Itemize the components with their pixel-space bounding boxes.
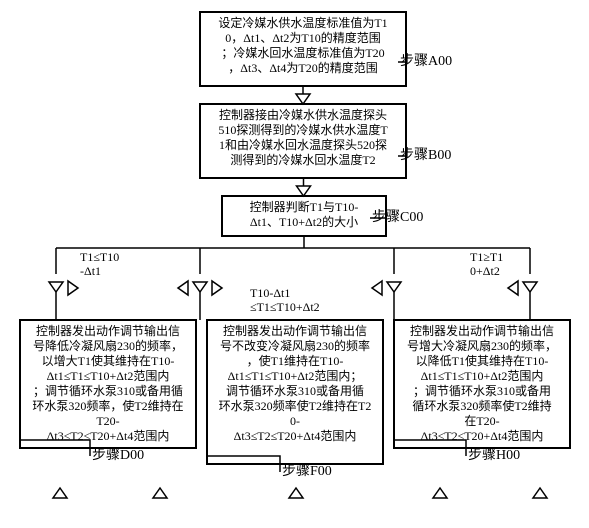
box-text: ；调节循环水泵310或备用循: [33, 384, 183, 398]
step-label-f00: 步骤F00: [282, 463, 332, 479]
box-text: 环水泵320频率使T2维持在T2: [219, 398, 372, 413]
box-text: ；冷媒水回水温度标准值为T20: [221, 45, 384, 60]
box-text: 控制器接由冷媒水供水温度探头: [219, 107, 387, 122]
box-text: 以降低T1使其维持在T10-: [416, 353, 549, 368]
step-label-d00: 步骤D00: [92, 447, 144, 463]
box-text: T20-: [96, 414, 119, 428]
box-text: Δt3≤T2≤T20+Δt4范围内: [234, 429, 357, 443]
step-label-h00: 步骤H00: [468, 447, 520, 463]
step-label-b00: 步骤B00: [400, 147, 451, 163]
box-text: 以增大T1使其维持在T10-: [42, 353, 175, 368]
box-text: 510探测得到的冷媒水供水温度T: [218, 122, 388, 137]
box-text: 控制器判断T1与T10-: [250, 199, 359, 214]
cond-left: T1≤T10: [80, 250, 119, 264]
box-text: 控制器发出动作调节输出信: [223, 323, 367, 338]
cond-middle: ≤T1≤T10+Δt2: [250, 300, 320, 314]
box-text: 调节循环水泵310或备用循: [226, 384, 364, 398]
step-label-a00: 步骤A00: [400, 53, 452, 69]
box-text: 循环水泵320频率使T2维持: [412, 398, 551, 413]
box-text: 控制器发出动作调节输出信: [36, 323, 180, 338]
box-text: 号降低冷凝风扇230的频率，: [33, 338, 183, 353]
box-text: 0，Δt1、Δt2为T10的精度范围: [225, 30, 380, 45]
cond-right: 0+Δt2: [470, 264, 500, 278]
box-text: 控制器发出动作调节输出信: [410, 323, 554, 338]
box-text: Δt1≤T1≤T10+Δt2范围内；: [228, 369, 363, 383]
box-text: ，Δt3、Δt4为T20的精度范围: [228, 60, 377, 75]
box-text: 在T20-: [464, 414, 499, 428]
box-text: ，使T1维持在T10-: [247, 353, 344, 368]
box-text: 测得到的冷媒水回水温度T2: [230, 152, 375, 167]
box-text: ；调节循环水泵310或备用: [413, 384, 551, 398]
step-label-c00: 步骤C00: [372, 209, 423, 225]
box-text: 1和由冷媒水回水温度探头520探: [219, 137, 387, 152]
box-text: 设定冷媒水供水温度标准值为T1: [218, 15, 387, 30]
cond-right: T1≥T1: [470, 250, 503, 264]
box-text: 号增大冷凝风扇230的频率，: [407, 338, 557, 353]
box-text: Δt1≤T1≤T10+Δt2范围内: [47, 369, 170, 383]
box-text: Δt1、T10+Δt2的大小: [250, 214, 358, 229]
cond-left: -Δt1: [80, 264, 101, 278]
box-text: 号不改变冷凝风扇230的频率: [220, 338, 370, 353]
box-text: 0-: [290, 414, 300, 428]
box-text: 环水泵320频率，使T2维持在: [32, 398, 183, 413]
box-text: Δt1≤T1≤T10+Δt2范围内: [421, 369, 544, 383]
cond-middle: T10-Δt1: [250, 286, 290, 300]
